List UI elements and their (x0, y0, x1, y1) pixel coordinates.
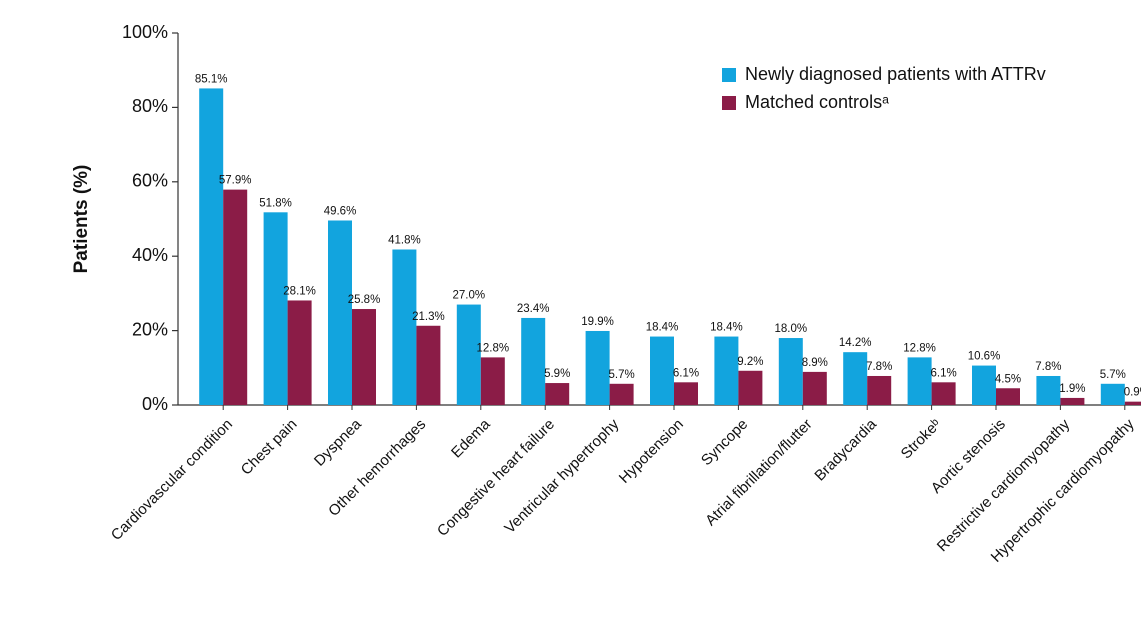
bar (931, 382, 956, 405)
value-label: 1.9% (1059, 383, 1085, 395)
value-label: 21.3% (412, 311, 445, 323)
bar (674, 382, 698, 405)
value-label: 8.9% (802, 357, 828, 369)
legend-label: Matched controlsᵃ (745, 92, 889, 112)
x-tick-label: Edema (448, 415, 494, 461)
bar (521, 317, 546, 405)
y-tick-label: 40% (132, 245, 168, 265)
value-label: 49.6% (324, 205, 357, 217)
bar (263, 212, 288, 405)
value-label: 4.5% (995, 373, 1021, 385)
value-label: 12.8% (903, 342, 936, 354)
value-label: 0.9% (1124, 387, 1141, 399)
x-tick-label: Restrictive cardiomyopathy (934, 415, 1074, 555)
value-label: 14.2% (839, 337, 872, 349)
y-tick-label: 100% (122, 22, 168, 42)
value-label: 51.8% (259, 197, 292, 209)
x-tick-label: Hypotension (616, 416, 687, 487)
bar (972, 365, 996, 405)
y-tick-label: 80% (132, 96, 168, 116)
value-label: 7.8% (1035, 361, 1061, 373)
bar (714, 336, 739, 405)
legend-label: Newly diagnosed patients with ATTRv (745, 64, 1046, 84)
bar (1060, 397, 1085, 405)
y-tick-label: 20% (132, 319, 168, 339)
x-tick-label: Atrial fibrillation/flutter (702, 416, 815, 529)
bar (1100, 383, 1125, 405)
y-tick-label: 60% (132, 171, 168, 191)
bar (545, 383, 570, 405)
value-label: 12.8% (476, 342, 509, 354)
x-tick-label: Bradycardia (811, 415, 880, 484)
bar (802, 371, 827, 405)
bar (480, 357, 505, 405)
value-label: 57.9% (219, 175, 252, 187)
bar (352, 309, 376, 405)
x-tick-label: Chest pain (238, 416, 301, 479)
value-label: 9.2% (737, 356, 763, 368)
value-label: 25.8% (348, 294, 381, 306)
value-label: 7.8% (866, 361, 892, 373)
bar (456, 304, 481, 405)
bar (609, 383, 634, 405)
bar (392, 249, 417, 405)
bar (778, 338, 803, 405)
value-label: 6.1% (673, 367, 699, 379)
value-label: 18.4% (646, 322, 679, 334)
bar (738, 370, 763, 405)
x-tick-label: Strokeᵇ (898, 416, 945, 463)
x-tick-label: Ventricular hypertrophy (501, 415, 622, 536)
bar (867, 375, 892, 405)
value-label: 23.4% (517, 303, 550, 315)
x-tick-label: Syncope (698, 416, 751, 469)
value-label: 5.7% (1100, 369, 1126, 381)
bar (585, 330, 610, 405)
value-label: 10.6% (968, 351, 1001, 363)
bar (287, 300, 312, 405)
bar (996, 388, 1020, 405)
value-label: 27.0% (452, 290, 485, 302)
x-tick-label: Congestive heart failure (434, 416, 558, 540)
x-tick-label: Cardiovascular condition (108, 416, 236, 544)
legend-swatch (722, 68, 736, 82)
bar (416, 325, 441, 405)
value-label: 85.1% (195, 73, 228, 85)
x-tick-label: Dyspnea (311, 415, 365, 469)
y-tick-label: 0% (142, 394, 168, 414)
value-label: 41.8% (388, 235, 421, 247)
bar (650, 336, 674, 405)
value-label: 5.9% (544, 368, 570, 380)
bar (1036, 375, 1061, 405)
bar (199, 88, 224, 405)
bar (328, 220, 352, 405)
value-label: 18.4% (710, 322, 743, 334)
y-axis-label: Patients (%) (71, 165, 92, 274)
bar (843, 352, 868, 405)
value-label: 18.0% (774, 323, 807, 335)
bar (907, 357, 932, 405)
legend-swatch (722, 96, 736, 110)
value-label: 19.9% (581, 316, 614, 328)
bar (223, 189, 248, 405)
value-label: 28.1% (283, 285, 316, 297)
bar (1124, 401, 1141, 405)
value-label: 5.7% (608, 369, 634, 381)
value-label: 6.1% (930, 367, 956, 379)
